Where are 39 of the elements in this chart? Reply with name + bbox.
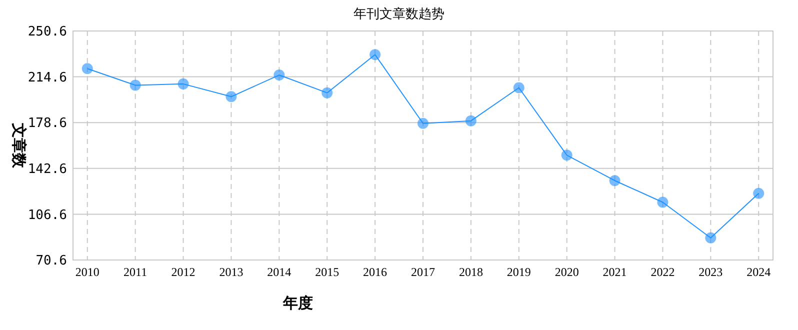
- point: [705, 232, 716, 244]
- x-tick-label: 2013: [219, 265, 244, 279]
- point: [609, 175, 620, 186]
- y-tick-label: 214.6: [28, 70, 67, 86]
- x-tick-label: 2019: [506, 265, 531, 279]
- point: [753, 188, 764, 199]
- point: [178, 78, 189, 90]
- x-tick-label: 2022: [650, 265, 675, 279]
- x-axis-title: 年度: [282, 294, 313, 312]
- point: [513, 82, 524, 94]
- x-tick-label: 2015: [315, 265, 340, 279]
- y-tick-label: 250.6: [28, 24, 67, 40]
- x-tick-label: 2011: [124, 265, 148, 279]
- x-tick-label: 2023: [698, 265, 723, 279]
- point: [274, 70, 285, 81]
- point: [657, 196, 668, 208]
- point: [82, 63, 93, 74]
- point: [322, 87, 333, 98]
- x-tick-label: 2020: [554, 265, 579, 279]
- point: [561, 150, 572, 161]
- x-tick-label: 2014: [267, 265, 292, 279]
- y-tick-label: 106.6: [28, 208, 67, 223]
- y-tick-label: 70.6: [36, 254, 67, 269]
- x-tick-label: 2024: [746, 265, 771, 279]
- y-tick-label: 142.6: [28, 162, 67, 177]
- x-tick-label: 2018: [458, 265, 483, 279]
- x-tick-label: 2021: [602, 265, 627, 279]
- chart-title: 年刊文章数趋势: [354, 6, 444, 21]
- y-tick-label: 178.6: [28, 116, 67, 132]
- point: [465, 115, 476, 126]
- x-tick-label: 2010: [75, 265, 100, 279]
- x-tick-label: 2017: [411, 265, 435, 279]
- x-tick-label: 2012: [171, 265, 196, 279]
- point: [130, 80, 141, 91]
- point: [370, 49, 381, 60]
- point: [418, 118, 428, 129]
- y-axis-title: 文章数: [10, 122, 28, 169]
- x-tick-label: 2016: [363, 265, 388, 279]
- point: [226, 91, 237, 102]
